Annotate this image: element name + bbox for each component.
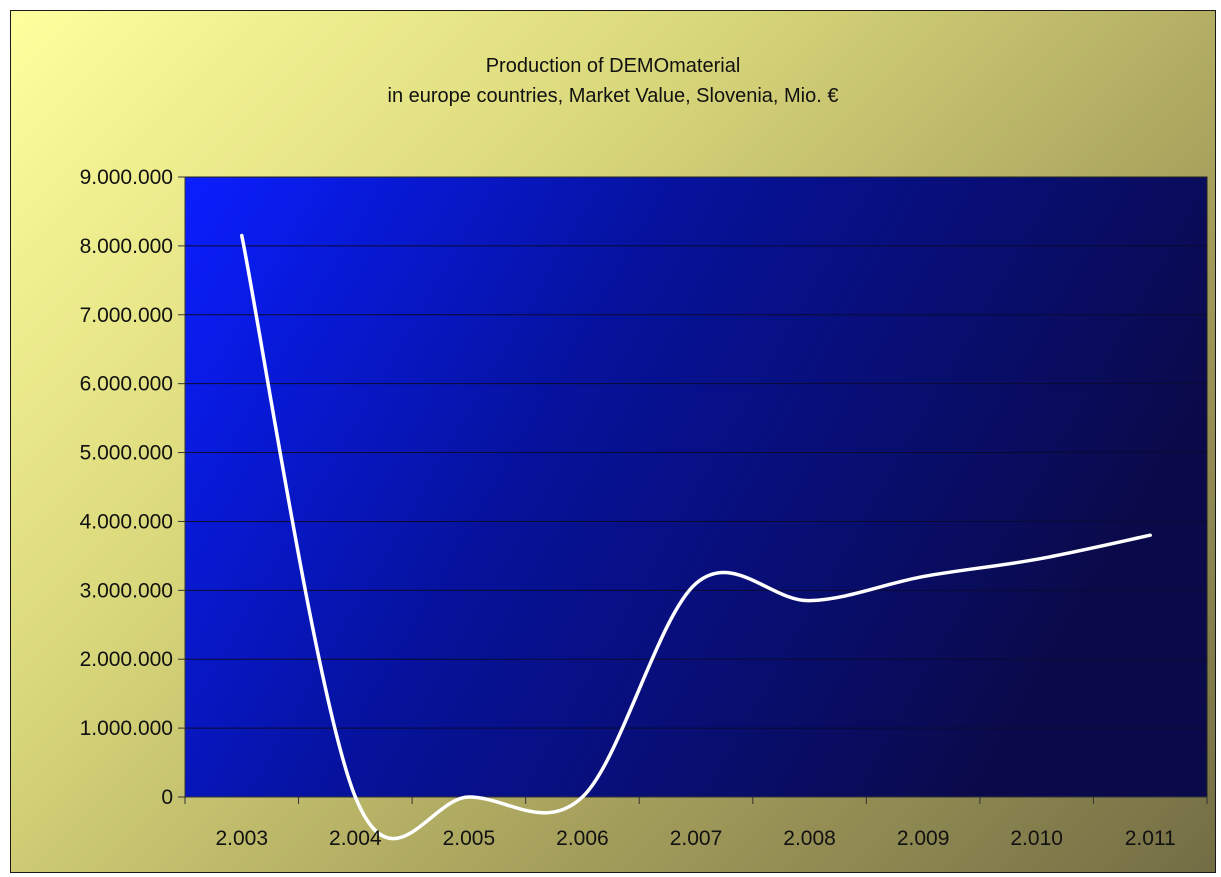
y-tick-label: 9.000.000 [80,166,173,189]
y-tick-label: 8.000.000 [80,235,173,258]
gridlines [185,245,1207,729]
chart-title-block: Production of DEMOmaterial in europe cou… [11,51,1215,111]
y-tick-labels: 0 1.000.000 2.000.000 3.000.000 4.000.000 5.0… [80,166,185,809]
x-tick-label: 2.009 [897,827,950,850]
x-tick-labels: 2.003 2.004 2.005 2.006 2.007 2.008 2.009 2.010… [184,797,1208,850]
plot-area [184,176,1208,798]
x-tick-label: 2.011 [1125,827,1176,850]
x-tick-label: 2.010 [1010,827,1063,850]
series-line [240,233,1152,841]
x-tick-label: 2.005 [443,827,496,850]
y-tick-label: 7.000.000 [80,304,173,327]
y-tick-label: 2.000.000 [80,648,173,671]
y-tick-label: 1.000.000 [80,717,173,740]
x-tick-label: 2.003 [215,827,268,850]
chart-title: Production of DEMOmaterial [485,55,741,77]
series-layer [240,233,1152,841]
x-tick-label: 2.004 [329,827,382,850]
y-tick-label: 4.000.000 [80,510,173,533]
x-tick-label: 2.008 [783,827,836,850]
y-tick-label: 5.000.000 [80,442,173,465]
y-tick-label: 6.000.000 [80,373,173,396]
chart-subtitle: in europe countries, Market Value, Slove… [387,85,839,107]
y-tick-label: 0 [161,786,173,809]
x-tick-label: 2.006 [556,827,609,850]
x-tick-label: 2.007 [670,827,723,850]
y-tick-label: 3.000.000 [80,579,173,602]
